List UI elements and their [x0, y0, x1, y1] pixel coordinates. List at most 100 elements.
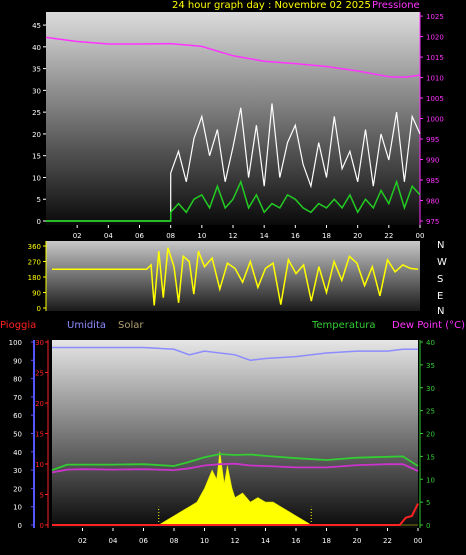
pressure-line [45, 36, 421, 78]
pressure-tick-label-2: 985 [426, 177, 439, 185]
direction-letter-1: N [437, 240, 445, 251]
wind-label: Forza vento) [8, 0, 71, 12]
humidity-label: Umidita [67, 320, 107, 331]
rain-tick-label-2: 10 [35, 461, 44, 469]
bottom-x-tick-label-0: 02 [78, 537, 87, 545]
chart-title: 24 hour graph day : Novembre 02 2025 [172, 0, 371, 11]
bottom-x-tick-label-2: 06 [139, 537, 148, 545]
humidity-line [52, 346, 418, 362]
top-x-tick-label-4: 10 [197, 232, 206, 240]
wind-gust-line [46, 103, 421, 222]
wind-tick-label-0: 0 [37, 218, 41, 226]
pressure-tick-label-3: 990 [426, 157, 439, 165]
direction-tick-label-2: 180 [28, 274, 41, 282]
temperature-label: Temperatura [312, 320, 376, 331]
bottom-x-tick-label-10: 22 [383, 537, 392, 545]
pressure-tick-label-1: 980 [426, 198, 439, 206]
dew-point-line [51, 462, 419, 474]
humidity-tick-label-1: 10 [13, 504, 22, 512]
bottom-x-tick-label-7: 16 [292, 537, 301, 545]
bottom-x-tick-label-4: 10 [200, 537, 209, 545]
temperature-tick-label-6: 30 [426, 385, 435, 393]
dew-point-label: Dew Point (°C) [392, 320, 466, 331]
pressure-tick-label-6: 1005 [426, 95, 444, 103]
wind-speed-line [46, 179, 421, 222]
bottom-x-tick-label-5: 12 [231, 537, 240, 545]
top-x-tick-label-8: 18 [322, 232, 331, 240]
wind-tick-label-2: 10 [32, 174, 41, 182]
humidity-tick-label-7: 70 [13, 394, 22, 402]
top-x-tick-label-11: 00 [416, 232, 425, 240]
humidity-tick-label-8: 80 [13, 376, 22, 384]
rain-tick-label-0: 0 [40, 522, 44, 530]
solar-area [52, 451, 418, 526]
temperature-tick-label-2: 10 [426, 476, 435, 484]
wind-tick-label-1: 5 [37, 196, 41, 204]
temperature-tick-label-8: 40 [426, 339, 435, 347]
bottom-x-tick-label-11: 00 [414, 537, 423, 545]
pressure-tick-label-9: 1020 [426, 34, 444, 42]
top-x-tick-label-2: 06 [135, 232, 144, 240]
pressure-tick-label-10: 1025 [426, 13, 444, 21]
humidity-tick-label-4: 40 [13, 449, 22, 457]
wind-direction-line [52, 247, 419, 306]
top-x-tick-label-0: 02 [73, 232, 82, 240]
rain-tick-label-5: 25 [35, 370, 44, 378]
wind-tick-label-6: 30 [32, 87, 41, 95]
humidity-tick-label-0: 0 [18, 522, 22, 530]
wind-tick-label-3: 15 [32, 153, 41, 161]
top-x-tick-label-6: 14 [260, 232, 269, 240]
direction-letter-4: E [437, 291, 444, 302]
direction-plot-area [46, 241, 420, 311]
direction-letter-5: N [437, 306, 445, 317]
wind-tick-label-5: 25 [32, 109, 41, 117]
rain-tick-label-4: 20 [35, 400, 44, 408]
top-x-tick-label-3: 08 [166, 232, 175, 240]
pressure-label: Pressione [372, 0, 420, 11]
bottom-x-tick-label-9: 20 [353, 537, 362, 545]
temperature-tick-label-0: 0 [426, 522, 430, 530]
temperature-tick-label-4: 20 [426, 431, 435, 439]
wind-unit-text: ) [66, 0, 71, 11]
bottom-x-tick-label-3: 08 [170, 537, 179, 545]
humidity-tick-label-10: 100 [9, 339, 22, 347]
bottom-x-tick-label-8: 18 [322, 537, 331, 545]
direction-tick-label-0: 0 [37, 305, 41, 313]
humidity-tick-label-5: 50 [13, 431, 22, 439]
direction-tick-label-4: 360 [28, 243, 41, 251]
rain-line [52, 503, 419, 526]
bottom-x-tick-label-6: 14 [261, 537, 270, 545]
temperature-tick-label-3: 15 [426, 453, 435, 461]
pressure-tick-label-5: 1000 [426, 116, 444, 124]
wind-tick-label-7: 35 [32, 66, 41, 74]
pressure-tick-label-7: 1010 [426, 75, 444, 83]
pressure-tick-label-4: 995 [426, 136, 439, 144]
rain-tick-label-3: 15 [35, 431, 44, 439]
rain-tick-label-1: 5 [40, 492, 44, 500]
direction-tick-label-1: 90 [32, 290, 41, 298]
wind-tick-label-9: 45 [32, 22, 41, 30]
solar-label: Solar [118, 320, 144, 331]
top-x-tick-label-1: 04 [104, 232, 113, 240]
wind-tick-label-8: 40 [32, 44, 41, 52]
top-x-tick-label-5: 12 [229, 232, 238, 240]
top-x-tick-label-7: 16 [291, 232, 300, 240]
wind-label-text: Forza vento [8, 0, 67, 11]
pressure-tick-label-0: 975 [426, 218, 439, 226]
rain-tick-label-6: 30 [35, 339, 44, 347]
rain-label: Pioggia [0, 320, 37, 331]
humidity-tick-label-6: 60 [13, 412, 22, 420]
direction-letter-2: W [437, 257, 447, 268]
temperature-tick-label-7: 35 [426, 362, 435, 370]
wind-tick-label-4: 20 [32, 131, 41, 139]
humidity-tick-label-9: 90 [13, 357, 22, 365]
temperature-line [51, 453, 419, 471]
temperature-tick-label-5: 25 [426, 408, 435, 416]
direction-letter-3: S [437, 274, 444, 285]
direction-tick-label-3: 270 [28, 259, 41, 267]
top-x-tick-label-9: 20 [353, 232, 362, 240]
pressure-tick-label-8: 1015 [426, 54, 444, 62]
top-plot-area [46, 12, 420, 225]
bottom-x-tick-label-1: 04 [109, 537, 118, 545]
